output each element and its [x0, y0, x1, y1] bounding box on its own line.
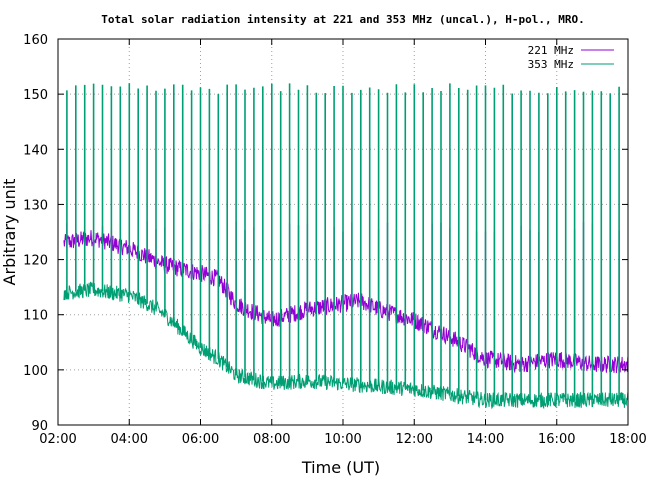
y-axis-label: Arbitrary unit: [0, 179, 19, 286]
y-tick-labels: 90 100 110 120 130 140 150 160: [23, 33, 48, 434]
y-tick-label: 110: [23, 309, 48, 324]
x-tick-label: 16:00: [538, 432, 575, 447]
y-tick-label: 90: [31, 419, 48, 434]
x-tick-labels: 02:00 04:00 06:00 08:00 10:00 12:00 14:00 16:00…: [39, 432, 646, 447]
y-tick-label: 150: [23, 88, 48, 103]
y-tick-label: 120: [23, 254, 48, 269]
y-tick-label: 130: [23, 198, 48, 213]
y-tick-label: 100: [23, 364, 48, 379]
x-tick-label: 18:00: [609, 432, 646, 447]
x-tick-label: 04:00: [111, 432, 148, 447]
series-line: [63, 281, 629, 410]
x-tick-label: 02:00: [39, 432, 76, 447]
x-tick-label: 08:00: [253, 432, 290, 447]
y-tick-label: 140: [23, 143, 48, 158]
x-tick-label: 12:00: [396, 432, 433, 447]
y-tick-label: 160: [23, 33, 48, 48]
chart-title: Total solar radiation intensity at 221 a…: [101, 13, 584, 26]
x-axis-label: Time (UT): [301, 458, 380, 477]
x-tick-label: 06:00: [182, 432, 219, 447]
legend-label-221: 221 MHz: [528, 44, 574, 57]
legend-label-353: 353 MHz: [528, 58, 574, 71]
tick-marks: [57, 38, 629, 426]
legend: 221 MHz 353 MHz: [528, 44, 614, 71]
series-layer: [63, 83, 629, 410]
series-line: [63, 230, 629, 374]
x-tick-label: 10:00: [324, 432, 361, 447]
x-tick-label: 14:00: [467, 432, 504, 447]
